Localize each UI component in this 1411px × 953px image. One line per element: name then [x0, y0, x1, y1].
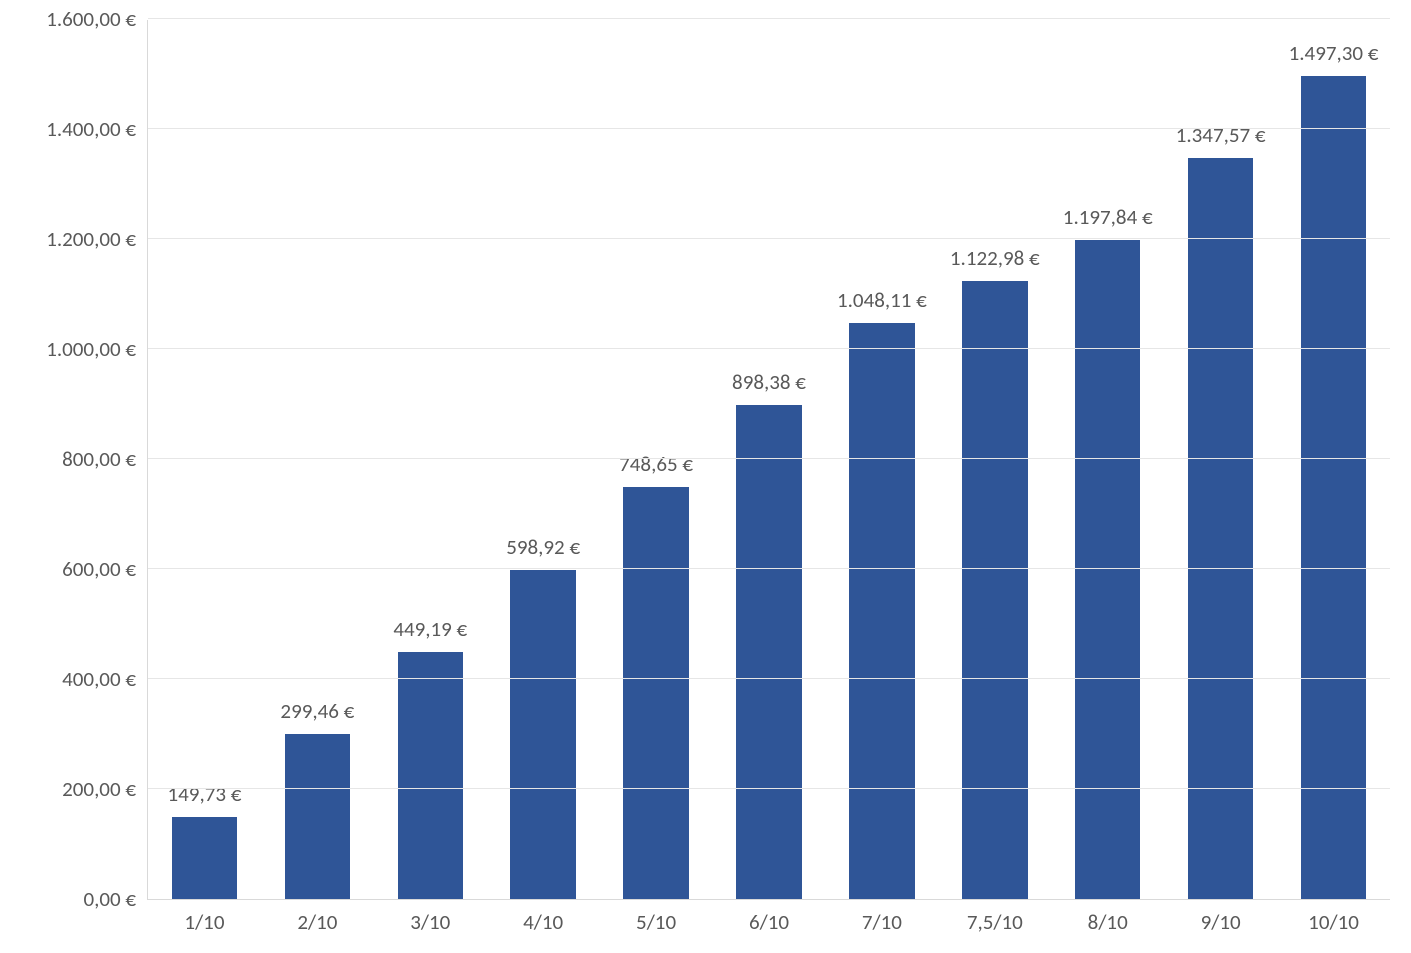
x-tick-label: 2/10: [297, 899, 337, 935]
bar: [623, 487, 688, 899]
bar-data-label: 149,73 €: [168, 781, 242, 807]
bar: [510, 570, 575, 899]
bar-slot: 449,19 €3/10: [374, 20, 487, 899]
bar-data-label: 1.347,57 €: [1176, 122, 1266, 148]
x-tick-label: 1/10: [184, 899, 224, 935]
y-tick-label: 800,00 €: [62, 446, 148, 472]
bar-slot: 598,92 €4/10: [487, 20, 600, 899]
bar: [1075, 240, 1140, 899]
bar-slot: 1.122,98 €7,5/10: [938, 20, 1051, 899]
y-tick-label: 1.400,00 €: [46, 116, 148, 142]
bar-slot: 299,46 €2/10: [261, 20, 374, 899]
y-tick-label: 1.000,00 €: [46, 336, 148, 362]
y-tick-label: 1.200,00 €: [46, 226, 148, 252]
y-tick-label: 0,00 €: [83, 886, 148, 912]
y-tick-label: 400,00 €: [62, 666, 148, 692]
x-tick-label: 10/10: [1308, 899, 1359, 935]
gridline: [148, 128, 1390, 129]
bar: [172, 817, 237, 899]
bar-chart: 149,73 €1/10299,46 €2/10449,19 €3/10598,…: [0, 0, 1411, 953]
gridline: [148, 678, 1390, 679]
bar: [285, 734, 350, 899]
bar-slot: 898,38 €6/10: [713, 20, 826, 899]
bar: [1301, 76, 1366, 900]
x-tick-label: 8/10: [1088, 899, 1128, 935]
x-tick-label: 7,5/10: [967, 899, 1023, 935]
bar-data-label: 748,65 €: [619, 451, 693, 477]
x-tick-label: 4/10: [523, 899, 563, 935]
gridline: [148, 568, 1390, 569]
gridline: [148, 788, 1390, 789]
bar-slot: 748,65 €5/10: [600, 20, 713, 899]
bar: [398, 652, 463, 899]
bar-data-label: 1.122,98 €: [950, 245, 1040, 271]
x-tick-label: 6/10: [749, 899, 789, 935]
x-tick-label: 9/10: [1201, 899, 1241, 935]
bar: [849, 323, 914, 899]
bar-slot: 1.347,57 €9/10: [1164, 20, 1277, 899]
bar-data-label: 898,38 €: [732, 369, 806, 395]
bar-data-label: 1.497,30 €: [1289, 40, 1379, 66]
bar: [962, 281, 1027, 899]
gridline: [148, 458, 1390, 459]
bar-slot: 1.197,84 €8/10: [1051, 20, 1164, 899]
bars-container: 149,73 €1/10299,46 €2/10449,19 €3/10598,…: [148, 20, 1390, 899]
bar-data-label: 1.048,11 €: [837, 287, 927, 313]
x-tick-label: 3/10: [410, 899, 450, 935]
bar-data-label: 1.197,84 €: [1063, 204, 1153, 230]
bar-slot: 149,73 €1/10: [148, 20, 261, 899]
gridline: [148, 238, 1390, 239]
bar-data-label: 598,92 €: [506, 534, 580, 560]
y-tick-label: 1.600,00 €: [46, 6, 148, 32]
x-tick-label: 7/10: [862, 899, 902, 935]
bar-slot: 1.497,30 €10/10: [1277, 20, 1390, 899]
gridline: [148, 18, 1390, 19]
bar-slot: 1.048,11 €7/10: [825, 20, 938, 899]
y-tick-label: 200,00 €: [62, 776, 148, 802]
bar: [736, 405, 801, 899]
plot-area: 149,73 €1/10299,46 €2/10449,19 €3/10598,…: [147, 20, 1390, 900]
bar-data-label: 299,46 €: [280, 698, 354, 724]
bar-data-label: 449,19 €: [393, 616, 467, 642]
x-tick-label: 5/10: [636, 899, 676, 935]
y-tick-label: 600,00 €: [62, 556, 148, 582]
gridline: [148, 348, 1390, 349]
